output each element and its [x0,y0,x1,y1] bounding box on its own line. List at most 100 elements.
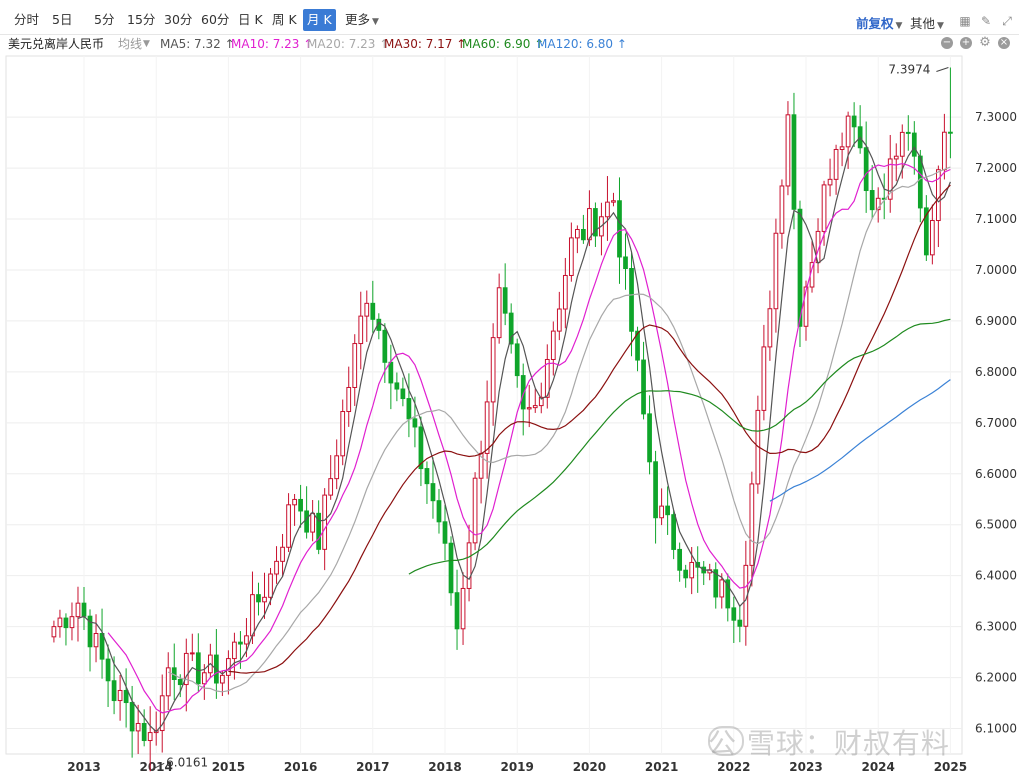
candle[interactable] [785,114,791,187]
grid-icon[interactable]: ▦ [959,14,971,28]
candle[interactable] [412,418,418,428]
candle[interactable] [502,287,508,314]
candle[interactable] [304,510,309,533]
candle[interactable] [388,361,394,384]
candle[interactable] [665,505,670,516]
candle[interactable] [310,512,315,533]
candle[interactable] [262,596,267,603]
candle[interactable] [611,200,616,203]
gear-icon[interactable]: ⚙ [979,35,991,50]
candle[interactable] [942,131,947,171]
candle[interactable] [641,359,646,415]
candle[interactable] [719,579,725,598]
candle[interactable] [827,178,833,186]
candle[interactable] [725,579,731,609]
candle[interactable] [647,413,652,463]
candle[interactable] [232,641,237,660]
candle[interactable] [845,115,851,148]
candle[interactable] [875,197,881,211]
candle[interactable] [833,148,839,180]
period-tab[interactable]: 周 K [272,12,297,27]
candle[interactable] [514,343,520,377]
candle[interactable] [863,147,869,192]
candle[interactable] [424,468,430,485]
candle[interactable] [111,680,117,702]
candle[interactable] [761,346,767,411]
candle[interactable] [623,256,628,270]
candle[interactable] [328,478,334,496]
period-tab[interactable]: 日 K [238,12,263,27]
candle[interactable] [887,158,893,200]
candle[interactable] [460,587,466,630]
candle[interactable] [484,401,490,454]
period-tab[interactable]: 更多 ▼ [345,12,379,27]
candle[interactable] [575,228,580,239]
candle[interactable] [466,542,472,589]
candle[interactable] [81,602,87,617]
candle[interactable] [593,208,598,237]
expand-icon[interactable]: ⤢ [1002,14,1012,28]
candle[interactable] [689,561,695,579]
draw-tool-icon[interactable]: ✎ [980,14,992,28]
candle[interactable] [454,592,460,630]
candle[interactable] [538,396,544,407]
candle[interactable] [869,190,875,211]
candle[interactable] [948,131,953,134]
candle[interactable] [340,411,346,457]
candle[interactable] [713,569,719,598]
candle[interactable] [117,689,123,702]
candle[interactable] [298,498,303,512]
candle[interactable] [839,146,845,150]
candle[interactable] [358,315,364,345]
candle[interactable] [394,382,400,390]
candle[interactable] [899,131,905,157]
candle[interactable] [737,619,743,627]
candle[interactable] [653,461,658,519]
period-tab[interactable]: 分时 [14,12,40,27]
candle[interactable] [731,607,737,621]
candle[interactable] [544,358,550,398]
candle[interactable] [195,652,201,685]
candle[interactable] [436,500,442,523]
candle[interactable] [189,652,195,655]
candle[interactable] [244,635,249,645]
candle[interactable] [749,483,755,566]
candle[interactable] [526,407,532,410]
candle[interactable] [370,302,376,320]
candle[interactable] [105,658,111,682]
candle[interactable] [57,617,63,628]
candle[interactable] [400,388,406,400]
candle[interactable] [250,594,255,637]
candle[interactable] [93,632,99,648]
candle[interactable] [568,237,574,276]
candle[interactable] [635,330,640,361]
candle[interactable] [767,308,773,348]
candle[interactable] [75,602,81,618]
candle[interactable] [905,131,911,134]
other-select[interactable]: 其他 ▼ [910,13,944,32]
period-tab[interactable]: 15分 [127,12,156,27]
candle[interactable] [671,514,676,550]
candle[interactable] [430,483,436,502]
candle[interactable] [322,494,328,550]
candle[interactable] [917,155,923,209]
candle[interactable] [562,274,568,310]
candle[interactable] [605,201,610,218]
minus-icon[interactable]: − [941,37,953,49]
candle[interactable] [677,548,683,571]
candle[interactable] [851,115,857,128]
candle[interactable] [364,302,370,317]
candle[interactable] [418,426,424,470]
candle[interactable] [508,312,514,345]
candle[interactable] [448,542,454,594]
candle[interactable] [382,329,388,363]
candle[interactable] [147,732,153,742]
candle[interactable] [123,689,129,704]
candle[interactable] [581,228,586,241]
candle[interactable] [280,546,285,562]
candle[interactable] [274,560,279,575]
candle[interactable] [238,641,243,645]
candle[interactable] [346,386,352,413]
candle[interactable] [201,672,207,685]
candle[interactable] [472,477,478,544]
